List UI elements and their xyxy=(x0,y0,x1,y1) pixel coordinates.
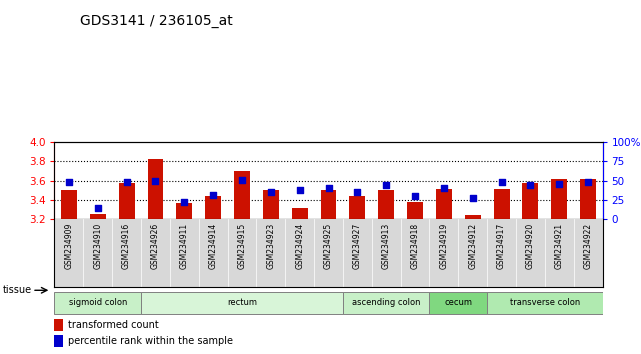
Bar xyxy=(580,178,596,219)
Bar xyxy=(465,215,481,219)
Text: GSM234919: GSM234919 xyxy=(439,223,449,269)
Text: rectum: rectum xyxy=(227,298,257,307)
Text: cecum: cecum xyxy=(444,298,472,307)
Bar xyxy=(320,190,337,219)
Text: ascending colon: ascending colon xyxy=(352,298,420,307)
Text: transverse colon: transverse colon xyxy=(510,298,580,307)
Bar xyxy=(176,203,192,219)
Point xyxy=(237,177,247,183)
Point xyxy=(467,195,478,200)
Bar xyxy=(54,319,63,331)
Text: GDS3141 / 236105_at: GDS3141 / 236105_at xyxy=(80,14,233,28)
Text: GSM234922: GSM234922 xyxy=(583,223,593,269)
Bar xyxy=(292,208,308,219)
Bar xyxy=(54,335,63,347)
Text: GSM234917: GSM234917 xyxy=(497,223,506,269)
Bar xyxy=(436,189,452,219)
Text: GSM234910: GSM234910 xyxy=(93,223,103,269)
Text: GSM234915: GSM234915 xyxy=(237,223,247,269)
Point xyxy=(179,200,190,205)
Point xyxy=(265,189,276,195)
Point xyxy=(353,189,363,195)
Text: tissue: tissue xyxy=(3,285,32,295)
Bar xyxy=(119,183,135,219)
Point xyxy=(64,179,74,185)
Text: GSM234924: GSM234924 xyxy=(295,223,304,269)
Point xyxy=(323,185,333,190)
Text: GSM234912: GSM234912 xyxy=(468,223,478,269)
Bar xyxy=(141,292,343,314)
Text: GSM234911: GSM234911 xyxy=(179,223,189,269)
Text: GSM234926: GSM234926 xyxy=(151,223,160,269)
Bar xyxy=(343,292,429,314)
Text: GSM234925: GSM234925 xyxy=(324,223,333,269)
Point xyxy=(410,193,420,199)
Text: GSM234913: GSM234913 xyxy=(381,223,391,269)
Text: GSM234909: GSM234909 xyxy=(64,223,74,269)
Point xyxy=(525,182,535,188)
Point xyxy=(438,185,449,190)
Text: GSM234914: GSM234914 xyxy=(208,223,218,269)
Bar xyxy=(551,178,567,219)
Text: sigmoid colon: sigmoid colon xyxy=(69,298,127,307)
Bar xyxy=(205,196,221,219)
Bar xyxy=(429,292,487,314)
Bar xyxy=(494,189,510,219)
Point xyxy=(122,179,132,185)
Point xyxy=(496,179,506,185)
Point xyxy=(381,182,391,188)
Bar xyxy=(522,183,538,219)
Bar xyxy=(407,202,423,219)
Text: GSM234920: GSM234920 xyxy=(526,223,535,269)
Point xyxy=(150,178,160,183)
Text: percentile rank within the sample: percentile rank within the sample xyxy=(68,336,233,346)
Bar xyxy=(147,159,163,219)
Text: GSM234921: GSM234921 xyxy=(554,223,564,269)
Point xyxy=(583,179,594,185)
Text: GSM234923: GSM234923 xyxy=(266,223,276,269)
Point xyxy=(93,205,103,211)
Bar xyxy=(90,214,106,219)
Text: transformed count: transformed count xyxy=(68,320,158,330)
Point xyxy=(554,181,564,187)
Bar xyxy=(487,292,603,314)
Bar xyxy=(61,190,77,219)
Bar xyxy=(263,190,279,219)
Text: GSM234916: GSM234916 xyxy=(122,223,131,269)
Point xyxy=(208,192,218,198)
Bar xyxy=(378,190,394,219)
Bar xyxy=(54,292,141,314)
Point xyxy=(294,187,305,193)
Bar xyxy=(234,171,250,219)
Text: GSM234918: GSM234918 xyxy=(410,223,420,269)
Bar xyxy=(349,196,365,219)
Text: GSM234927: GSM234927 xyxy=(353,223,362,269)
